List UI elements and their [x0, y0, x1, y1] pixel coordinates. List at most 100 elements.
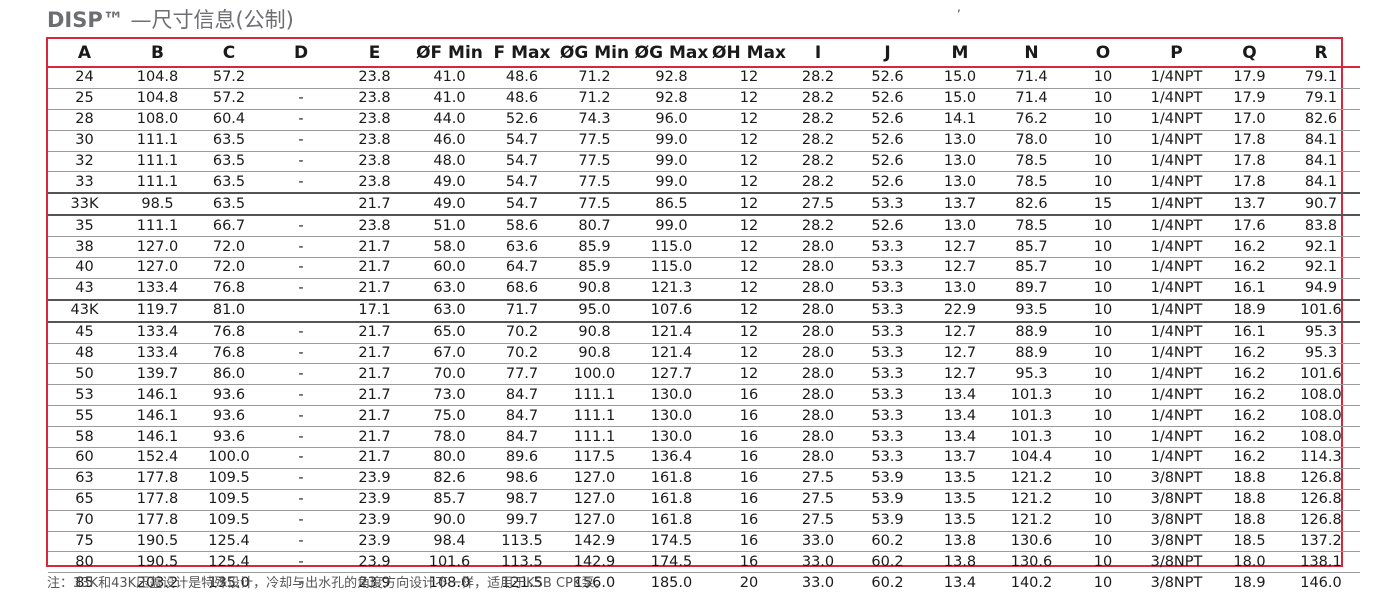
table-cell: 74.3 [556, 109, 633, 131]
table-cell: 18.9 [1217, 298, 1282, 323]
table-cell: 28.0 [788, 405, 848, 428]
table-cell: 119.7 [121, 298, 194, 323]
table-cell: 98.5 [121, 192, 194, 217]
table-row: 40 127.0 72.0-21.7 60.0 64.7 85.9 115.0 12 28.0 5… [48, 257, 1360, 279]
table-cell: 92.8 [633, 88, 710, 110]
table-cell: 48.6 [488, 67, 556, 89]
table-cell: 146.1 [121, 405, 194, 428]
table-cell: 72.0 [194, 257, 264, 279]
table-cell: - [264, 321, 338, 344]
table-row: 43 133.4 76.8-21.7 63.0 68.6 90.8 121.3 12 28.0 5… [48, 278, 1360, 301]
table-cell: 161.8 [633, 510, 710, 532]
table-cell: 96.0 [633, 109, 710, 131]
table-cell: 28.2 [788, 67, 848, 89]
table-cell: 127.0 [556, 468, 633, 490]
column-header: B [121, 39, 194, 68]
table-cell: 64.7 [488, 257, 556, 279]
table-header-row: A B C D E ØF Min F Max ØG Min ØG Max ØH Max I J M N O P… [48, 39, 1360, 68]
table-cell: 109.5 [194, 489, 264, 511]
table-cell: 18.8 [1217, 510, 1282, 532]
table-cell: 13.5 [927, 468, 993, 490]
table-cell: 63.5 [194, 130, 264, 152]
table-cell: 121.4 [633, 343, 710, 365]
table-cell: 3/8NPT [1136, 551, 1217, 574]
table-cell: 78.5 [993, 171, 1070, 194]
column-header: E [338, 39, 411, 68]
table-cell: 156.0 [573, 574, 616, 591]
table-cell: 1/4NPT [1136, 447, 1217, 469]
table-cell: 70.2 [488, 343, 556, 365]
table-cell: 33.0 [801, 574, 835, 591]
table-cell: 41.0 [411, 88, 488, 110]
table-cell: 16.2 [1217, 447, 1282, 469]
table-cell: 76.8 [194, 278, 264, 301]
table-cell: 73.0 [411, 384, 488, 407]
table-cell: 10 [1070, 468, 1136, 490]
table-cell: 45 [48, 321, 121, 344]
table-cell: 13.4 [927, 384, 993, 407]
column-header: A [48, 39, 121, 68]
column-header: O [1070, 39, 1136, 68]
table-cell: 60.0 [411, 257, 488, 279]
table-cell: 30 [48, 130, 121, 152]
table-cell: 93.6 [194, 384, 264, 407]
table-cell: 10 [1070, 130, 1136, 152]
table-cell: 76.2 [993, 109, 1070, 131]
table-cell: 54.7 [488, 130, 556, 152]
table-cell: 38 [48, 236, 121, 259]
table-cell: 12 [710, 298, 788, 323]
table-cell: 16 [710, 531, 788, 553]
table-cell: 44.0 [411, 109, 488, 131]
table-cell: 28.2 [788, 88, 848, 110]
table-cell: 21.7 [338, 343, 411, 365]
table-cell: 53.3 [848, 447, 927, 469]
table-cell: 16.2 [1217, 405, 1282, 428]
table-row: 45 133.4 76.8-21.7 65.0 70.2 90.8 121.4 12 28.0 5… [48, 321, 1360, 344]
table-cell: 1/4NPT [1136, 321, 1217, 344]
table-cell: 146.1 [121, 426, 194, 449]
table-cell: 17.6 [1217, 215, 1282, 238]
table-cell: 16 [710, 447, 788, 469]
table-cell: 18.8 [1217, 468, 1282, 490]
table-cell: 130.0 [633, 426, 710, 449]
table-cell: 43 [48, 278, 121, 301]
table-cell: 13.0 [927, 130, 993, 152]
table-cell: 85.7 [411, 489, 488, 511]
table-cell: 1/4NPT [1136, 384, 1217, 407]
table-cell: 10 [1070, 531, 1136, 553]
table-cell: 107.6 [633, 298, 710, 323]
table-cell: 12.7 [927, 257, 993, 279]
table-cell: - [264, 489, 338, 511]
table-cell: 28.2 [788, 109, 848, 131]
table-cell: 12.7 [927, 236, 993, 259]
table-cell: 41.0 [411, 67, 488, 89]
table-cell [264, 67, 338, 89]
table-cell: 3/8NPT [1136, 531, 1217, 553]
table-cell: 125.4 [194, 551, 264, 574]
column-header: Q [1217, 39, 1282, 68]
table-cell: 84.7 [488, 384, 556, 407]
table-cell: 28.0 [788, 426, 848, 449]
table-cell: 13.8 [927, 551, 993, 574]
table-cell: 28.0 [788, 278, 848, 301]
table-cell: 18.5 [1217, 531, 1282, 553]
table-cell: 28.0 [788, 236, 848, 259]
table-cell: 78.0 [993, 130, 1070, 152]
table-cell: 53.9 [848, 468, 927, 490]
table-cell: 40 [48, 257, 121, 279]
table-cell: 16.2 [1217, 257, 1282, 279]
table-cell: 23.8 [338, 215, 411, 238]
table-cell: 1/4NPT [1136, 151, 1217, 173]
table-cell: 108.0 [1282, 405, 1360, 428]
table-cell: 79.1 [1282, 67, 1360, 89]
table-cell: 13.0 [927, 215, 993, 238]
table-cell: 104.8 [121, 88, 194, 110]
table-cell: 89.6 [488, 447, 556, 469]
table-cell: 140.2 [1010, 574, 1053, 591]
table-cell: 142.9 [556, 551, 633, 574]
table-row: 85 203.2 135.0 - 23.9 108.0 121.5 156.0 185.0 20 3… [48, 573, 1360, 593]
table-cell: 54.7 [488, 192, 556, 217]
table-cell: - [264, 109, 338, 131]
table-row: 50 139.7 86.0-21.7 70.0 77.7 100.0 127.7 12 28.0… [48, 363, 1360, 386]
table-cell: 27.5 [788, 489, 848, 511]
